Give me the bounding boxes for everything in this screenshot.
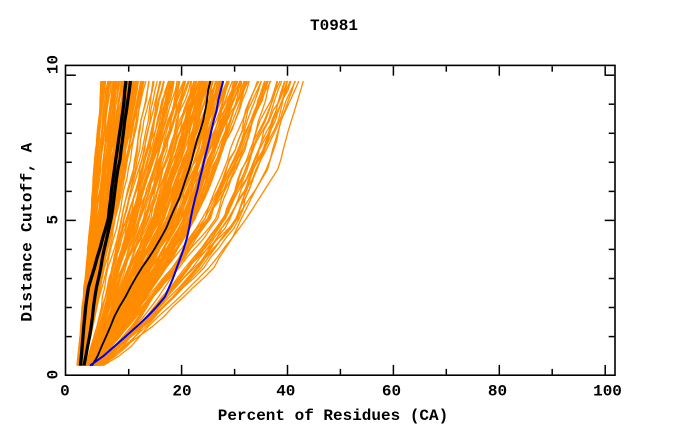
svg-text:0: 0 — [60, 382, 70, 400]
svg-text:Distance Cutoff, A: Distance Cutoff, A — [18, 142, 36, 321]
svg-text:40: 40 — [276, 382, 295, 400]
svg-text:T0981: T0981 — [310, 17, 358, 35]
svg-text:5: 5 — [44, 215, 62, 225]
svg-text:80: 80 — [488, 382, 507, 400]
svg-text:20: 20 — [172, 382, 191, 400]
svg-text:Percent of Residues (CA): Percent of Residues (CA) — [218, 407, 448, 425]
svg-text:100: 100 — [593, 382, 622, 400]
svg-text:60: 60 — [382, 382, 401, 400]
svg-text:0: 0 — [44, 370, 62, 380]
svg-text:10: 10 — [44, 55, 62, 74]
